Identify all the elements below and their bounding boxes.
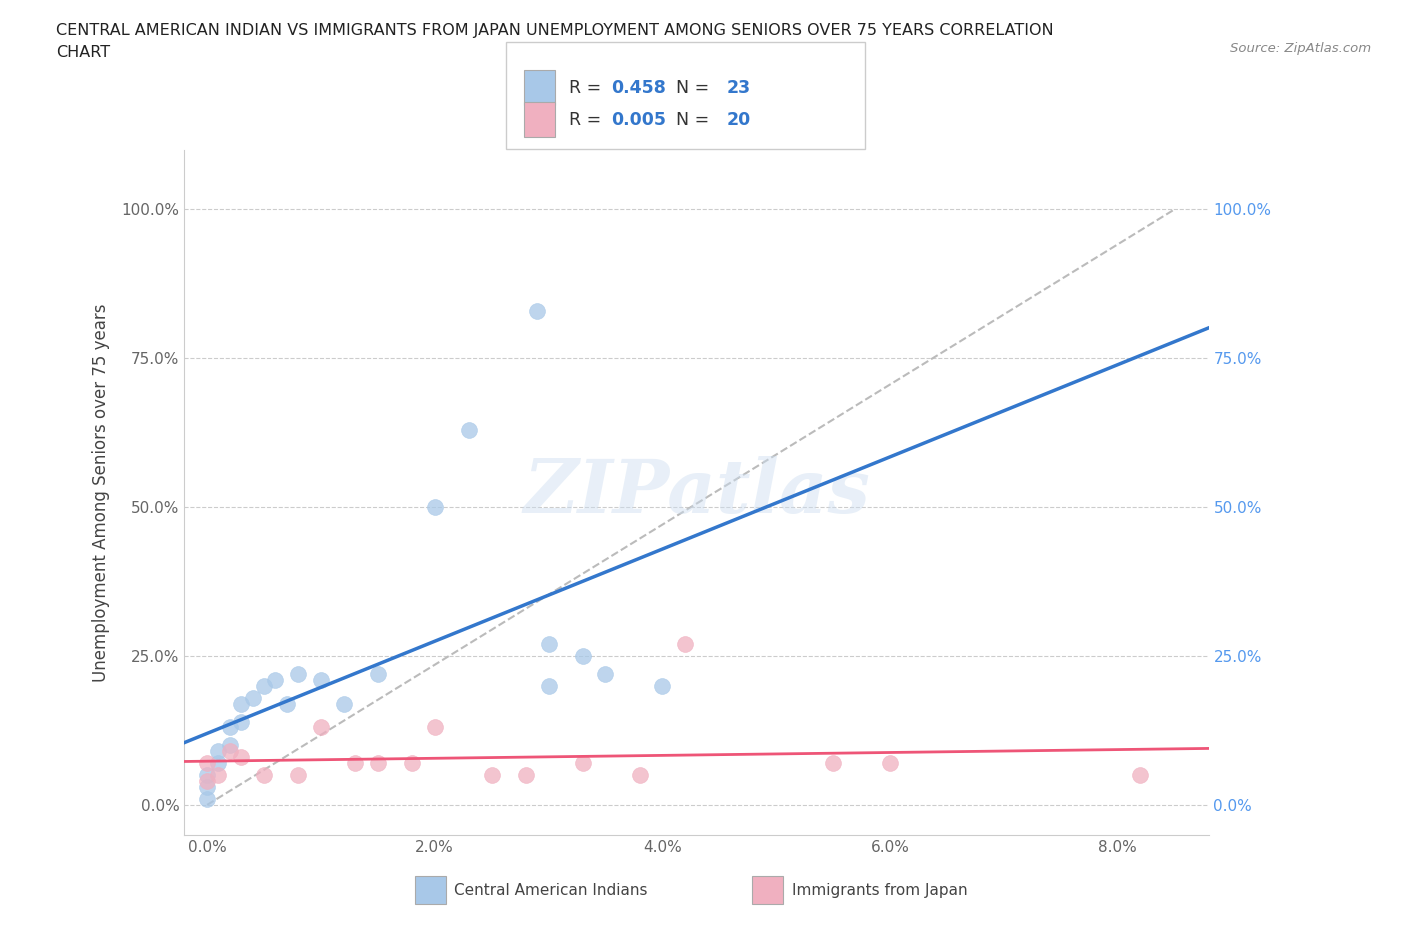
Point [231,750,253,764]
Point [457,422,479,437]
Text: 20: 20 [727,111,751,128]
Point [481,767,503,782]
Text: CENTRAL AMERICAN INDIAN VS IMMIGRANTS FROM JAPAN UNEMPLOYMENT AMONG SENIORS OVER: CENTRAL AMERICAN INDIAN VS IMMIGRANTS FR… [56,23,1054,60]
Text: Immigrants from Japan: Immigrants from Japan [792,883,967,897]
Point [195,756,218,771]
Point [309,720,332,735]
Text: 0.458: 0.458 [612,78,666,97]
Point [276,697,298,711]
Text: Central American Indians: Central American Indians [454,883,648,897]
Point [309,672,332,687]
Point [651,678,673,693]
Point [207,767,229,782]
Point [595,667,617,682]
Text: 0.005: 0.005 [612,111,666,128]
Point [537,678,560,693]
Point [879,756,901,771]
Point [1129,767,1152,782]
Text: N =: N = [665,111,714,128]
Point [401,756,423,771]
Point [628,767,651,782]
Point [195,791,218,806]
Point [332,697,354,711]
Point [231,714,253,729]
Point [571,648,593,663]
Point [195,779,218,794]
Point [287,667,309,682]
Point [253,678,276,693]
Text: Source: ZipAtlas.com: Source: ZipAtlas.com [1230,42,1371,55]
Point [218,720,240,735]
Point [218,737,240,752]
Point [526,303,548,318]
Point [207,756,229,771]
Point [367,667,389,682]
Point [253,767,276,782]
Point [195,774,218,789]
Point [571,756,593,771]
Point [207,744,229,759]
Point [367,756,389,771]
Point [515,767,537,782]
Point [821,756,844,771]
Text: 23: 23 [727,78,751,97]
Point [242,690,264,705]
Text: R =: R = [569,78,607,97]
Point [344,756,367,771]
Point [423,499,446,514]
Point [287,767,309,782]
Text: N =: N = [665,78,714,97]
Point [673,637,696,652]
Point [218,744,240,759]
Point [231,697,253,711]
Text: ZIPatlas: ZIPatlas [523,456,870,528]
Point [195,767,218,782]
Text: R =: R = [569,111,607,128]
Point [264,672,287,687]
Y-axis label: Unemployment Among Seniors over 75 years: Unemployment Among Seniors over 75 years [93,303,110,682]
Point [423,720,446,735]
Point [537,637,560,652]
